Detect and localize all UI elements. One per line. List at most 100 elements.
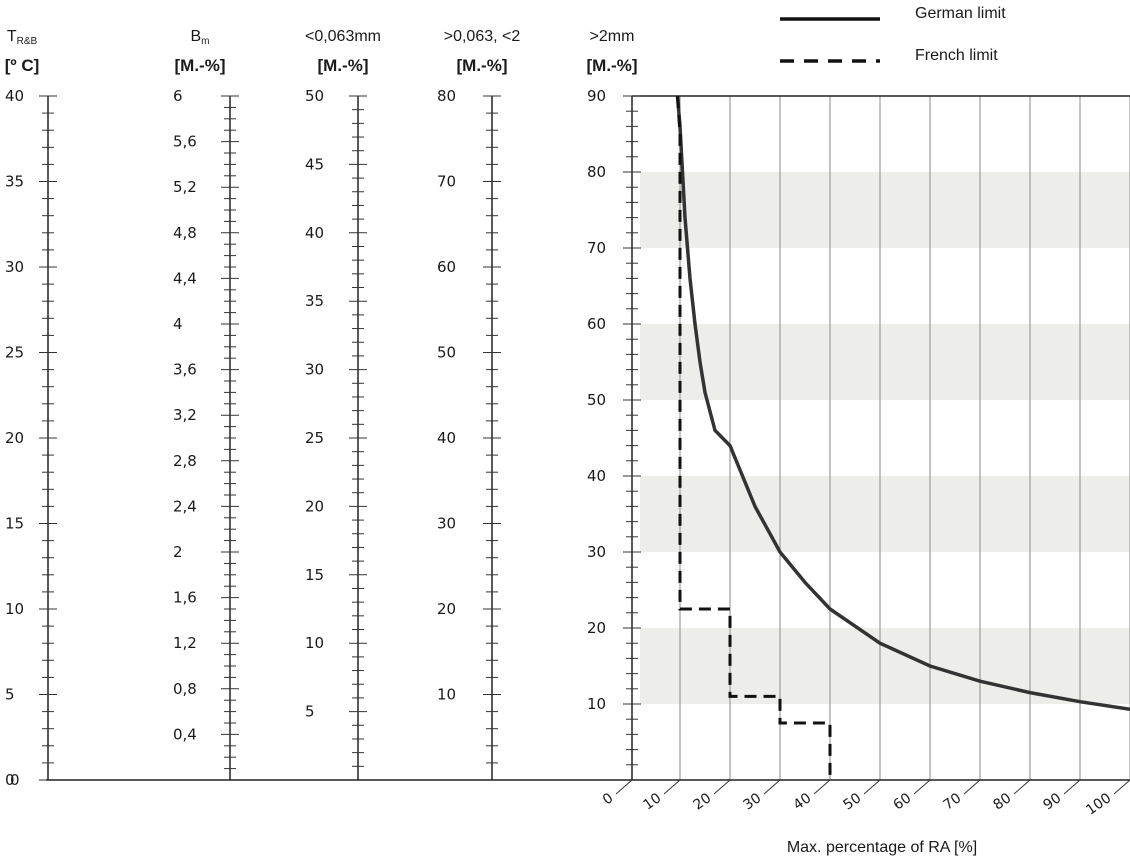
axis-t: 0 5 10 15 20 25 30 35 40 bbox=[5, 87, 57, 789]
tick-label-t: 30 bbox=[5, 258, 24, 276]
tick-label-f: 20 bbox=[305, 497, 324, 515]
tick-label-t: 20 bbox=[5, 429, 24, 447]
tick-label-s: 10 bbox=[437, 686, 456, 704]
tick-label-b: 6 bbox=[173, 87, 183, 105]
axis-headers: TR&B [º C] Bm [M.-%] <0,063mm [M.-%] >0,063, <… bbox=[5, 28, 638, 75]
axis-f: 5 10 15 20 25 30 35 40 45 50 bbox=[305, 87, 367, 780]
x-tick-label-100: 100 bbox=[1083, 790, 1114, 818]
axis-title-t: TR&B bbox=[7, 28, 38, 47]
nomogram-axes: 0 5 10 15 20 25 30 35 40 0,4 0,8 1,2 1,6 2 2,4 2,8 3,2 3,… bbox=[5, 87, 641, 789]
tick-label-b: 2,4 bbox=[173, 497, 197, 515]
tick-label-g: 60 bbox=[587, 315, 606, 333]
axis-unit-s: [M.-%] bbox=[457, 56, 508, 75]
axis-b: 0,4 0,8 1,2 1,6 2 2,4 2,8 3,2 3,6 4 4,4 4,8 5,2 5,6 6 bbox=[173, 87, 239, 780]
tick-label-b: 4 bbox=[173, 315, 183, 333]
band-10-20 bbox=[640, 628, 1130, 704]
x-tick-label-20: 20 bbox=[691, 790, 715, 813]
tick-label-s: 40 bbox=[437, 429, 456, 447]
tick-label-g: 80 bbox=[587, 163, 606, 181]
tick-label-b: 1,2 bbox=[173, 634, 197, 652]
x-tick-30 bbox=[764, 780, 780, 794]
x-tick-label-0: 0 bbox=[600, 790, 616, 808]
axis-title-f: <0,063mm bbox=[305, 28, 381, 45]
x-tick-0 bbox=[616, 780, 632, 794]
tick-label-b: 0,4 bbox=[173, 725, 197, 743]
x-tick-10 bbox=[664, 780, 680, 794]
band-50-60 bbox=[640, 324, 1130, 400]
tick-label-f: 30 bbox=[305, 361, 324, 379]
tick-label-g: 90 bbox=[587, 87, 606, 105]
tick-label-f: 35 bbox=[305, 292, 324, 310]
tick-label-b: 1,6 bbox=[173, 589, 197, 607]
tick-label-t: 40 bbox=[5, 87, 24, 105]
x-tick-20 bbox=[714, 780, 730, 794]
x-tick-label-30: 30 bbox=[741, 790, 765, 813]
axis-unit-g: [M.-%] bbox=[587, 56, 638, 75]
x-tick-label-60: 60 bbox=[891, 790, 915, 813]
tick-label-b: 5,2 bbox=[173, 178, 197, 196]
tick-label-b: 2 bbox=[173, 543, 183, 561]
tick-label-b: 3,2 bbox=[173, 406, 197, 424]
tick-label-t: 5 bbox=[5, 686, 15, 704]
tick-label-f: 10 bbox=[305, 634, 324, 652]
tick-label-g: 70 bbox=[587, 239, 606, 257]
tick-label-g: 40 bbox=[587, 467, 606, 485]
axis-unit-f: [M.-%] bbox=[318, 56, 369, 75]
x-tick-label-70: 70 bbox=[941, 790, 965, 813]
x-tick-label-80: 80 bbox=[991, 790, 1015, 813]
tick-label-g: 20 bbox=[587, 619, 606, 637]
x-tick-label-10: 10 bbox=[641, 790, 665, 813]
tick-label-b: 2,8 bbox=[173, 452, 197, 470]
x-tick-90 bbox=[1064, 780, 1080, 794]
axis-title-sub-t: R&B bbox=[17, 36, 38, 47]
origin-label: 0 bbox=[10, 771, 20, 789]
x-axis-title: Max. percentage of RA [%] bbox=[787, 839, 977, 856]
x-tick-50 bbox=[864, 780, 880, 794]
axis-s: 10 20 30 40 50 60 70 80 bbox=[437, 87, 501, 780]
x-tick-label-90: 90 bbox=[1041, 790, 1065, 813]
tick-label-s: 60 bbox=[437, 258, 456, 276]
tick-label-f: 40 bbox=[305, 224, 324, 242]
tick-label-t: 35 bbox=[5, 173, 24, 191]
x-tick-label-40: 40 bbox=[791, 790, 815, 813]
tick-label-t: 10 bbox=[5, 600, 24, 618]
tick-label-b: 5,6 bbox=[173, 133, 197, 151]
tick-label-s: 80 bbox=[437, 87, 456, 105]
x-tick-80 bbox=[1014, 780, 1030, 794]
tick-label-t: 25 bbox=[5, 344, 24, 362]
axis-title-main-t: T bbox=[7, 28, 17, 45]
tick-label-s: 50 bbox=[437, 344, 456, 362]
x-tick-40 bbox=[814, 780, 830, 794]
axis-title-sub-b: m bbox=[201, 36, 209, 47]
tick-label-b: 3,6 bbox=[173, 361, 197, 379]
x-tick-60 bbox=[914, 780, 930, 794]
axis-unit-b: [M.-%] bbox=[175, 56, 226, 75]
axis-title-b: Bm bbox=[190, 28, 209, 47]
band-30-40 bbox=[640, 476, 1130, 552]
legend: German limit French limit bbox=[780, 5, 1006, 64]
axis-title-main-b: B bbox=[190, 28, 201, 45]
tick-label-s: 70 bbox=[437, 173, 456, 191]
legend-label-0: German limit bbox=[915, 5, 1006, 22]
tick-label-f: 5 bbox=[305, 703, 315, 721]
axis-title-g: >2mm bbox=[590, 28, 635, 45]
tick-label-g: 30 bbox=[587, 543, 606, 561]
tick-label-t: 15 bbox=[5, 515, 24, 533]
shaded-bands bbox=[640, 172, 1130, 704]
tick-label-s: 20 bbox=[437, 600, 456, 618]
axis-title-s: >0,063, <2 bbox=[444, 28, 521, 45]
tick-label-s: 30 bbox=[437, 515, 456, 533]
legend-label-1: French limit bbox=[915, 47, 998, 64]
tick-label-b: 4,4 bbox=[173, 269, 197, 287]
tick-label-b: 0,8 bbox=[173, 680, 197, 698]
x-tick-label-50: 50 bbox=[841, 790, 865, 813]
x-axis-ticks: 0 10 20 30 40 50 60 70 80 90 100 bbox=[600, 780, 1130, 819]
tick-label-f: 15 bbox=[305, 566, 324, 584]
tick-label-g: 50 bbox=[587, 391, 606, 409]
axis-g: 10 20 30 40 50 60 70 80 90 bbox=[587, 87, 641, 780]
baseline: 0 bbox=[10, 771, 1130, 789]
tick-label-f: 50 bbox=[305, 87, 324, 105]
tick-label-b: 4,8 bbox=[173, 224, 197, 242]
tick-label-g: 10 bbox=[587, 695, 606, 713]
